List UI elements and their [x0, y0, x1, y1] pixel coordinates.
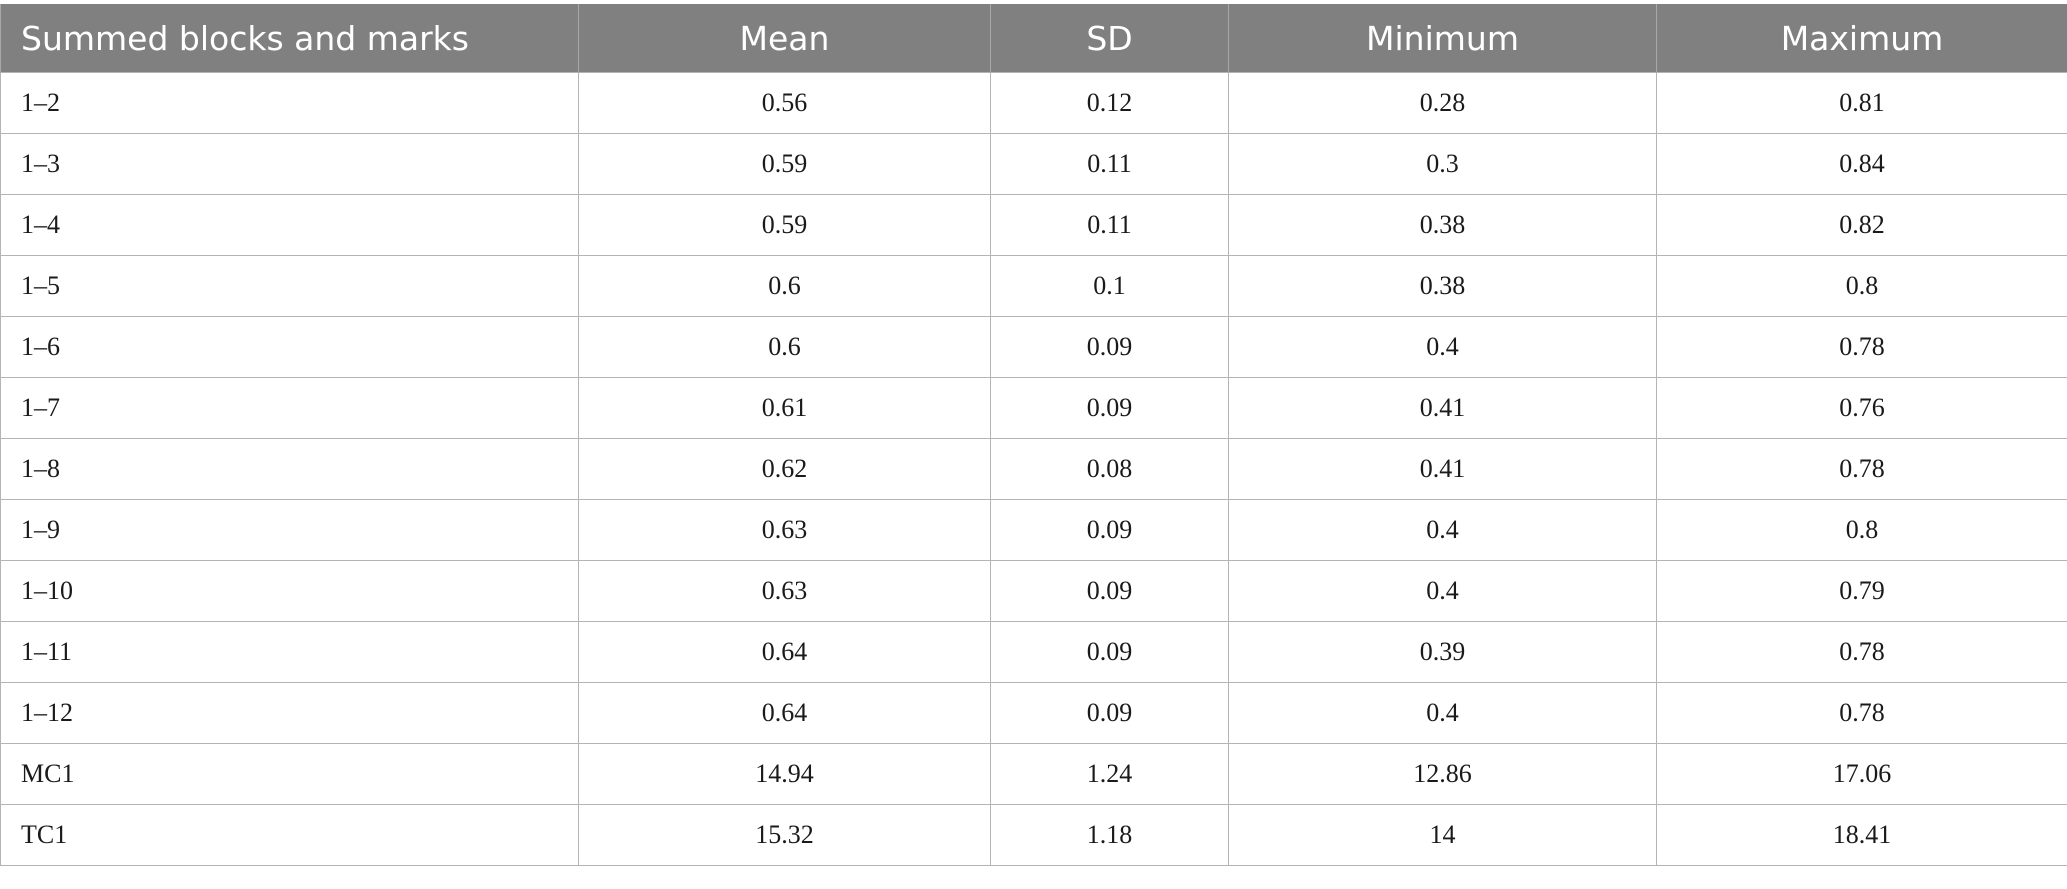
cell-minimum: 0.4 [1228, 316, 1657, 378]
cell-sd: 0.09 [990, 621, 1229, 683]
cell-block-label: 1–6 [0, 316, 579, 378]
cell-block-label: 1–5 [0, 255, 579, 317]
cell-minimum: 0.4 [1228, 499, 1657, 561]
cell-block-label: 1–8 [0, 438, 579, 500]
cell-minimum: 0.38 [1228, 194, 1657, 256]
cell-mean: 15.32 [578, 804, 991, 866]
cell-mean: 14.94 [578, 743, 991, 805]
header-summed-blocks: Summed blocks and marks [0, 4, 579, 73]
table-row: TC1 15.32 1.18 14 18.41 [0, 804, 2067, 866]
cell-maximum: 0.79 [1656, 560, 2067, 622]
cell-minimum: 0.39 [1228, 621, 1657, 683]
cell-sd: 0.12 [990, 72, 1229, 134]
table-row: 1–10 0.63 0.09 0.4 0.79 [0, 560, 2067, 622]
cell-block-label: MC1 [0, 743, 579, 805]
cell-minimum: 0.28 [1228, 72, 1657, 134]
table-row: 1–6 0.6 0.09 0.4 0.78 [0, 316, 2067, 378]
cell-block-label: 1–12 [0, 682, 579, 744]
table-row: 1–8 0.62 0.08 0.41 0.78 [0, 438, 2067, 500]
cell-sd: 0.11 [990, 194, 1229, 256]
cell-minimum: 0.3 [1228, 133, 1657, 195]
cell-mean: 0.59 [578, 194, 991, 256]
cell-mean: 0.6 [578, 316, 991, 378]
cell-sd: 0.08 [990, 438, 1229, 500]
cell-maximum: 0.81 [1656, 72, 2067, 134]
cell-block-label: 1–3 [0, 133, 579, 195]
cell-mean: 0.56 [578, 72, 991, 134]
table-header: Summed blocks and marks Mean SD Minimum … [0, 4, 2067, 73]
cell-maximum: 0.82 [1656, 194, 2067, 256]
cell-block-label: 1–10 [0, 560, 579, 622]
header-maximum: Maximum [1656, 4, 2067, 73]
cell-maximum: 18.41 [1656, 804, 2067, 866]
cell-mean: 0.61 [578, 377, 991, 439]
cell-mean: 0.62 [578, 438, 991, 500]
table-row: 1–7 0.61 0.09 0.41 0.76 [0, 377, 2067, 439]
cell-minimum: 0.41 [1228, 438, 1657, 500]
cell-maximum: 0.78 [1656, 621, 2067, 683]
table-row: 1–4 0.59 0.11 0.38 0.82 [0, 194, 2067, 256]
cell-maximum: 0.8 [1656, 499, 2067, 561]
cell-maximum: 0.8 [1656, 255, 2067, 317]
cell-sd: 0.09 [990, 377, 1229, 439]
cell-maximum: 0.78 [1656, 438, 2067, 500]
cell-sd: 1.18 [990, 804, 1229, 866]
cell-block-label: 1–11 [0, 621, 579, 683]
cell-sd: 0.09 [990, 316, 1229, 378]
header-minimum: Minimum [1228, 4, 1657, 73]
table-row: 1–2 0.56 0.12 0.28 0.81 [0, 72, 2067, 134]
cell-mean: 0.63 [578, 499, 991, 561]
table-row: 1–3 0.59 0.11 0.3 0.84 [0, 133, 2067, 195]
cell-mean: 0.64 [578, 682, 991, 744]
summary-statistics-table: Summed blocks and marks Mean SD Minimum … [0, 4, 2067, 866]
cell-minimum: 0.4 [1228, 682, 1657, 744]
cell-maximum: 0.76 [1656, 377, 2067, 439]
table-row: MC1 14.94 1.24 12.86 17.06 [0, 743, 2067, 805]
cell-maximum: 17.06 [1656, 743, 2067, 805]
cell-mean: 0.63 [578, 560, 991, 622]
cell-minimum: 14 [1228, 804, 1657, 866]
cell-sd: 0.11 [990, 133, 1229, 195]
summary-table-container: Summed blocks and marks Mean SD Minimum … [0, 4, 2067, 866]
header-mean: Mean [578, 4, 991, 73]
cell-block-label: 1–7 [0, 377, 579, 439]
cell-block-label: 1–2 [0, 72, 579, 134]
cell-sd: 0.1 [990, 255, 1229, 317]
cell-minimum: 0.38 [1228, 255, 1657, 317]
header-sd: SD [990, 4, 1229, 73]
cell-mean: 0.59 [578, 133, 991, 195]
cell-minimum: 0.4 [1228, 560, 1657, 622]
cell-maximum: 0.84 [1656, 133, 2067, 195]
cell-block-label: TC1 [0, 804, 579, 866]
table-row: 1–12 0.64 0.09 0.4 0.78 [0, 682, 2067, 744]
cell-sd: 0.09 [990, 560, 1229, 622]
cell-maximum: 0.78 [1656, 316, 2067, 378]
cell-sd: 0.09 [990, 499, 1229, 561]
table-row: 1–5 0.6 0.1 0.38 0.8 [0, 255, 2067, 317]
cell-minimum: 12.86 [1228, 743, 1657, 805]
cell-minimum: 0.41 [1228, 377, 1657, 439]
cell-mean: 0.6 [578, 255, 991, 317]
cell-sd: 0.09 [990, 682, 1229, 744]
table-body: 1–2 0.56 0.12 0.28 0.81 1–3 0.59 0.11 0.3 0.84 1–4… [0, 72, 2067, 866]
header-row: Summed blocks and marks Mean SD Minimum … [0, 4, 2067, 73]
cell-maximum: 0.78 [1656, 682, 2067, 744]
cell-mean: 0.64 [578, 621, 991, 683]
cell-block-label: 1–9 [0, 499, 579, 561]
table-row: 1–11 0.64 0.09 0.39 0.78 [0, 621, 2067, 683]
cell-sd: 1.24 [990, 743, 1229, 805]
table-row: 1–9 0.63 0.09 0.4 0.8 [0, 499, 2067, 561]
cell-block-label: 1–4 [0, 194, 579, 256]
